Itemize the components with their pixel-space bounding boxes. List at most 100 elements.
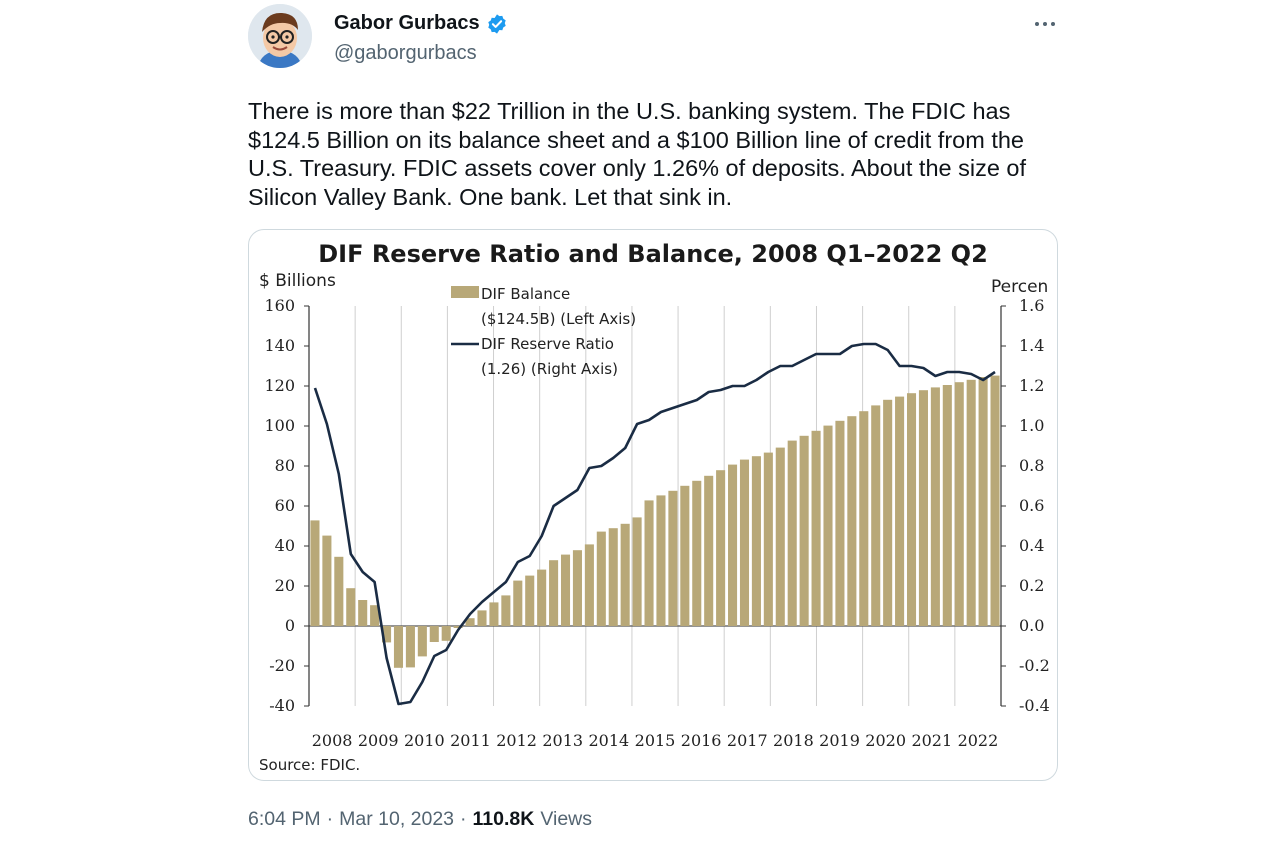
balance-bar	[811, 430, 821, 626]
balance-bar	[560, 554, 571, 626]
left-tick-label: 40	[275, 536, 295, 555]
balance-bar	[310, 520, 320, 626]
year-tick-label: 2016	[681, 731, 722, 750]
right-tick-label: 0.8	[1019, 456, 1044, 475]
balance-bar	[322, 535, 332, 626]
balance-bar	[632, 517, 642, 626]
tweet-meta: 6:04 PM · Mar 10, 2023 · 110.8K Views	[248, 808, 592, 831]
balance-bar	[644, 500, 654, 626]
chart-title: DIF Reserve Ratio and Balance, 2008 Q1–2…	[318, 240, 988, 268]
left-tick-label: 60	[275, 496, 295, 515]
author-name-row[interactable]: Gabor Gurbacs	[334, 12, 508, 35]
dif-chart: DIF Reserve Ratio and Balance, 2008 Q1–2…	[259, 240, 1050, 774]
year-tick-label: 2020	[865, 731, 906, 750]
chart-source: Source: FDIC.	[259, 756, 360, 774]
balance-bar	[728, 464, 738, 626]
year-tick-label: 2013	[542, 731, 583, 750]
balance-bar	[787, 440, 797, 626]
left-axis-label: $ Billions	[259, 271, 336, 291]
right-tick-label: -0.2	[1019, 656, 1050, 675]
balance-bar	[513, 580, 523, 626]
reserve-ratio-line	[313, 342, 996, 706]
balance-bar	[883, 399, 893, 626]
left-tick-label: 100	[264, 416, 295, 435]
tweet-text: There is more than $22 Trillion in the U…	[248, 98, 1027, 210]
year-tick-label: 2009	[358, 731, 399, 750]
avatar[interactable]	[248, 4, 312, 68]
year-tick-label: 2008	[312, 731, 353, 750]
legend-balance-name: DIF Balance	[481, 285, 570, 303]
views-count[interactable]: 110.8K	[472, 808, 535, 830]
year-tick-label: 2011	[450, 731, 491, 750]
meta-separator: ·	[326, 808, 334, 830]
balance-bar	[942, 385, 952, 626]
more-options-button[interactable]	[1030, 10, 1060, 38]
balance-bar	[525, 575, 535, 626]
balance-bar	[835, 420, 845, 626]
balance-bar	[954, 382, 964, 626]
balance-bar	[417, 626, 427, 657]
right-axis-label: Percen	[991, 277, 1048, 297]
tweet-date[interactable]: Mar 10, 2023	[339, 808, 455, 830]
balance-bar	[918, 390, 928, 626]
balance-bar	[620, 523, 630, 626]
author-handle[interactable]: @gaborgurbacs	[334, 42, 477, 64]
balance-bar	[895, 396, 905, 626]
balance-bar	[537, 569, 547, 626]
verified-badge-icon	[487, 13, 506, 34]
balance-bar	[393, 626, 404, 668]
balance-bar	[358, 600, 368, 626]
author-name[interactable]: Gabor Gurbacs	[334, 12, 480, 34]
balance-bar	[871, 405, 881, 626]
right-tick-label: 1.4	[1019, 336, 1044, 355]
year-tick-label: 2021	[911, 731, 952, 750]
right-tick-label: 1.0	[1019, 416, 1044, 435]
balance-bar	[572, 550, 582, 626]
right-tick-label: 0.4	[1019, 536, 1044, 555]
avatar-cartoon-face-icon	[248, 4, 312, 68]
year-tick-label: 2019	[819, 731, 860, 750]
balance-bar	[775, 447, 785, 626]
balance-bar	[763, 452, 773, 626]
balance-bar	[966, 379, 976, 626]
balance-bar	[906, 393, 917, 626]
balance-bar	[847, 416, 857, 626]
legend-ratio-name: DIF Reserve Ratio	[481, 335, 614, 353]
left-tick-label: 20	[275, 576, 295, 595]
tweet-media-image[interactable]: DIF Reserve Ratio and Balance, 2008 Q1–2…	[248, 229, 1058, 781]
left-tick-label: 0	[285, 616, 295, 635]
right-tick-label: 0.0	[1019, 616, 1044, 635]
meta-separator: ·	[460, 808, 467, 830]
right-tick-label: 0.2	[1019, 576, 1044, 595]
chart-legend: DIF Balance ($124.5B) (Left Axis) DIF Re…	[451, 285, 636, 378]
balance-bar	[549, 560, 559, 626]
balance-bar	[716, 470, 726, 626]
year-tick-label: 2015	[635, 731, 676, 750]
balance-bar	[405, 626, 415, 668]
more-options-icon	[1035, 22, 1039, 26]
right-tick-label: 1.2	[1019, 376, 1044, 395]
legend-ratio-note: (1.26) (Right Axis)	[481, 360, 618, 378]
balance-bar	[608, 528, 618, 626]
tweet-time[interactable]: 6:04 PM	[248, 808, 321, 830]
year-tick-label: 2010	[404, 731, 445, 750]
right-tick-label: 0.6	[1019, 496, 1044, 515]
balance-bar	[441, 626, 451, 641]
left-tick-label: 120	[264, 376, 295, 395]
year-tick-label: 2018	[773, 731, 814, 750]
year-tick-label: 2022	[958, 731, 999, 750]
left-tick-label: -40	[269, 696, 295, 715]
balance-bar	[739, 459, 750, 626]
views-label[interactable]: Views	[540, 808, 593, 830]
balance-bar	[370, 605, 380, 626]
balance-bar	[584, 544, 594, 626]
right-tick-label: -0.4	[1019, 696, 1050, 715]
legend-swatch-balance	[451, 286, 479, 298]
balance-bar	[692, 480, 702, 626]
balance-bar	[465, 618, 475, 626]
balance-bar	[799, 435, 809, 626]
balance-bar	[453, 626, 463, 628]
balance-bar	[978, 377, 988, 626]
right-tick-label: 1.6	[1019, 296, 1044, 315]
balance-bar	[704, 475, 714, 626]
